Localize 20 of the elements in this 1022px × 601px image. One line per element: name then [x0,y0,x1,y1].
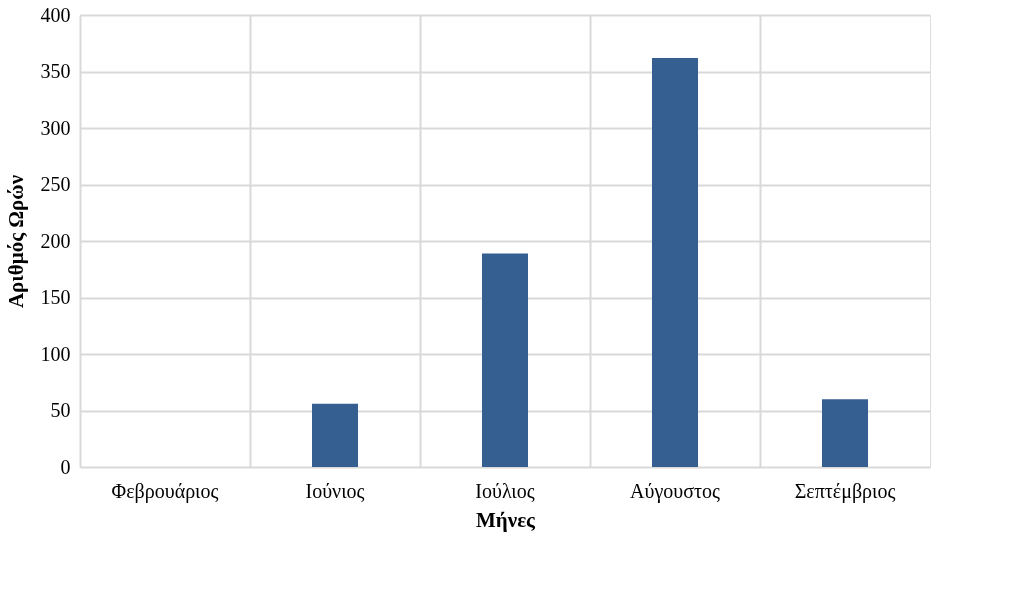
x-tick-label: Σεπτέμβριος [794,479,896,503]
y-tick-label: 300 [40,116,71,139]
bar [652,57,698,467]
x-tick-label: Ιούλιος [475,479,535,502]
y-tick-label: 100 [40,342,71,365]
y-tick-label: 200 [40,229,71,252]
y-tick-label: 150 [40,286,71,308]
y-tick-label: 50 [50,399,71,421]
y-tick-label: 0 [60,455,71,478]
x-tick-label: Αύγουστος [630,479,720,503]
x-tick-label: Φεβρουάριος [111,479,219,503]
bar [482,253,528,467]
y-tick-label: 350 [40,60,71,82]
bar [822,399,868,467]
x-tick-label: Ιούνιος [305,479,365,502]
y-tick-label: 400 [40,3,71,26]
y-tick-label: 250 [40,173,71,195]
bar [312,403,358,467]
y-axis-title: Αριθμός Ωρών [3,174,28,309]
x-axis-title: Μήνες [476,507,537,532]
